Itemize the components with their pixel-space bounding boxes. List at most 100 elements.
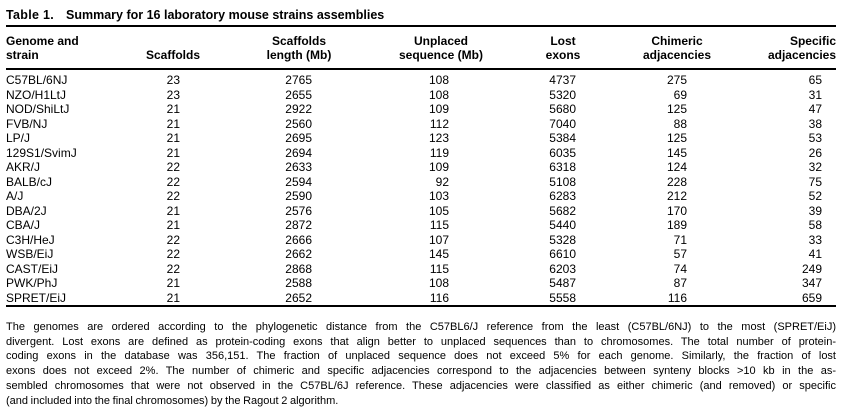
column-header-4: Lost exons xyxy=(510,27,616,70)
value-cell: 52 xyxy=(808,189,822,203)
value-cell: 21 xyxy=(166,218,180,232)
value-cell: 5558 xyxy=(549,290,576,305)
strain-name: A/J xyxy=(6,189,24,203)
value-cell: 189 xyxy=(666,218,687,232)
column-header-2: Scaffolds length (Mb) xyxy=(226,27,372,70)
table-header: Genome and strain Scaffolds Scaffolds length… xyxy=(6,27,836,70)
value-cell: 21 xyxy=(166,145,180,160)
value-cell: 21 xyxy=(166,131,180,145)
column-header-0: Genome and strain xyxy=(6,27,120,70)
strain-name: SPRET/EiJ xyxy=(6,290,67,305)
value-cell: 7040 xyxy=(549,116,576,131)
table-body: C57BL/6NJ 23 2765 108 4737 275 65 NZO/H1LtJ 23 26… xyxy=(6,69,836,305)
value-cell: 5440 xyxy=(549,218,576,232)
value-cell: 2633 xyxy=(285,160,312,174)
value-cell: 2594 xyxy=(285,174,312,189)
value-cell: 228 xyxy=(666,174,687,189)
table-title: Summary for 16 laboratory mouse strains … xyxy=(66,8,385,22)
table-row: LP/J 21 2695 123 5384 125 53 xyxy=(6,131,836,146)
value-cell: 2694 xyxy=(285,145,312,160)
value-cell: 109 xyxy=(428,102,449,116)
value-cell: 23 xyxy=(166,87,180,102)
value-cell: 75 xyxy=(808,174,822,189)
value-cell: 2765 xyxy=(285,73,312,87)
table-row: FVB/NJ 21 2560 112 7040 88 38 xyxy=(6,117,836,132)
value-cell: 275 xyxy=(666,73,687,87)
strain-name: NOD/ShiLtJ xyxy=(6,102,70,116)
column-header-line: exons xyxy=(545,48,581,62)
column-header-line: Scaffolds xyxy=(271,34,326,48)
value-cell: 21 xyxy=(166,116,180,131)
value-cell: 22 xyxy=(166,247,180,261)
table-row: NZO/H1LtJ 23 2655 108 5320 69 31 xyxy=(6,88,836,103)
value-cell: 26 xyxy=(808,145,822,160)
column-header-line: Chimeric xyxy=(651,34,703,48)
value-cell: 92 xyxy=(435,174,449,189)
value-cell: 124 xyxy=(666,160,687,174)
value-cell: 249 xyxy=(801,261,822,276)
value-cell: 107 xyxy=(428,232,449,247)
value-cell: 21 xyxy=(166,290,180,305)
column-header-line: adjacencies xyxy=(767,48,836,62)
value-cell: 2662 xyxy=(285,247,312,261)
value-cell: 57 xyxy=(673,247,687,261)
value-cell: 112 xyxy=(429,116,449,131)
value-cell: 109 xyxy=(428,160,449,174)
value-cell: 659 xyxy=(801,290,822,305)
column-header-line: Specific xyxy=(789,34,836,48)
value-cell: 116 xyxy=(429,290,449,305)
value-cell: 6283 xyxy=(549,189,576,203)
table-row: SPRET/EiJ 21 2652 116 5558 116 659 xyxy=(6,291,836,306)
value-cell: 115 xyxy=(429,218,449,232)
value-cell: 6610 xyxy=(549,247,576,261)
column-header-line: Lost xyxy=(550,34,576,48)
column-header-line: Unplaced xyxy=(413,34,468,48)
column-header-line: sequence (Mb) xyxy=(398,48,483,62)
footnote-line: exons does not exceed 2%. The number of … xyxy=(6,365,836,378)
table-row: AKR/J 22 2633 109 6318 124 32 xyxy=(6,160,836,175)
value-cell: 38 xyxy=(808,116,822,131)
value-cell: 23 xyxy=(166,73,180,87)
column-header-1: Scaffolds xyxy=(120,27,226,70)
value-cell: 170 xyxy=(666,203,687,218)
table-caption: Table 1. Summary for 16 laboratory mouse … xyxy=(6,8,836,22)
value-cell: 125 xyxy=(666,102,687,116)
value-cell: 116 xyxy=(667,290,687,305)
table-footnote: The genomes are ordered according to the… xyxy=(6,320,836,408)
table-row: PWK/PhJ 21 2588 108 5487 87 347 xyxy=(6,276,836,291)
value-cell: 6203 xyxy=(549,261,576,276)
table-row: C57BL/6NJ 23 2765 108 4737 275 65 xyxy=(6,69,836,88)
column-header-line: Genome and xyxy=(6,34,79,48)
value-cell: 41 xyxy=(808,247,822,261)
column-header-line: Scaffolds xyxy=(145,48,200,62)
data-table: Genome and strain Scaffolds Scaffolds length… xyxy=(6,27,836,305)
value-cell: 6318 xyxy=(549,160,576,174)
value-cell: 5680 xyxy=(549,102,576,116)
value-cell: 347 xyxy=(801,276,822,290)
value-cell: 145 xyxy=(428,247,449,261)
header-row: Genome and strain Scaffolds Scaffolds length… xyxy=(6,27,836,70)
table-row: WSB/EiJ 22 2662 145 6610 57 41 xyxy=(6,247,836,262)
strain-name: AKR/J xyxy=(6,160,41,174)
column-header-6: Specific adjacencies xyxy=(738,27,836,70)
column-header-line: length (Mb) xyxy=(266,48,332,62)
value-cell: 6035 xyxy=(549,145,576,160)
strain-name: NZO/H1LtJ xyxy=(6,87,67,102)
table-row: A/J 22 2590 103 6283 212 52 xyxy=(6,189,836,204)
footnote-line: The genomes are ordered according to the… xyxy=(6,321,836,333)
value-cell: 87 xyxy=(673,276,687,290)
value-cell: 2576 xyxy=(285,203,312,218)
footnote-line: divergent. Lost exons are defined as pro… xyxy=(6,335,836,348)
value-cell: 21 xyxy=(166,203,180,218)
strain-name: DBA/2J xyxy=(6,203,47,218)
table-row: BALB/cJ 22 2594 92 5108 228 75 xyxy=(6,175,836,190)
value-cell: 5108 xyxy=(549,174,576,189)
value-cell: 4737 xyxy=(549,73,576,87)
value-cell: 21 xyxy=(166,102,180,116)
value-cell: 58 xyxy=(808,218,822,232)
value-cell: 74 xyxy=(673,261,687,276)
value-cell: 2868 xyxy=(285,261,312,276)
value-cell: 2922 xyxy=(285,102,312,116)
table-row: CAST/EiJ 22 2868 115 6203 74 249 xyxy=(6,262,836,277)
strain-name: WSB/EiJ xyxy=(6,247,54,261)
